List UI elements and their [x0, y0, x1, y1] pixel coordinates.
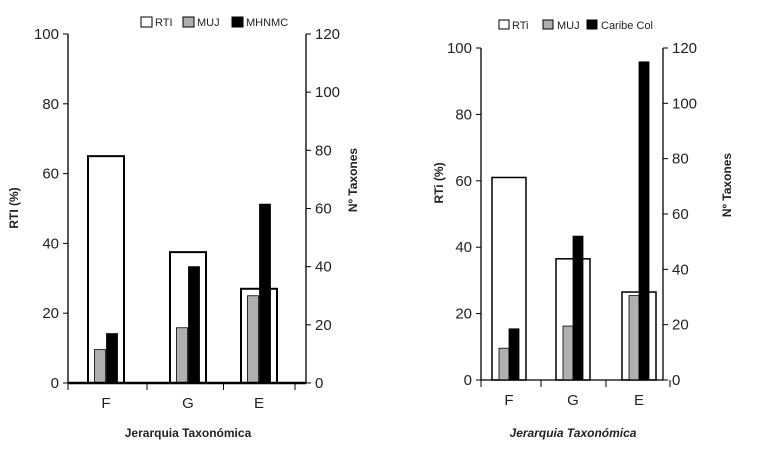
- y-tick-label: 20: [455, 306, 472, 323]
- legend-label-rti: RTi: [512, 20, 529, 32]
- bar-muj-g: [562, 325, 574, 381]
- y-tick-label: 0: [51, 375, 59, 392]
- bar-muj-f: [94, 349, 106, 384]
- legend-label-muj: MUJ: [557, 20, 580, 32]
- bar-rti-f: [87, 155, 125, 384]
- y2-axis-label: Nº Taxones: [720, 153, 734, 218]
- legend: RTi MUJ Caribe Col: [498, 19, 653, 32]
- y2-tick-label: 0: [315, 375, 323, 392]
- bar-rti-e: [240, 287, 278, 384]
- bar-caribe-col-f: [508, 328, 520, 381]
- legend-swatch-rti: [498, 19, 510, 30]
- y2-tick-label: 120: [672, 40, 697, 57]
- bar-rti-g: [169, 251, 207, 384]
- bar-mhnmc-f: [106, 333, 118, 384]
- x-tick-label-g: G: [182, 395, 194, 412]
- bar-caribe-col-e: [638, 61, 650, 381]
- y2-tick-label: 40: [672, 261, 689, 278]
- y-tick-label: 60: [455, 173, 472, 190]
- bar-muj-f: [498, 347, 510, 381]
- y-tick-label: 80: [42, 96, 59, 113]
- y-tick-label: 80: [455, 106, 472, 123]
- legend-label-caribe-col: Caribe Col: [601, 20, 653, 32]
- legend-swatch-muj: [542, 19, 554, 30]
- y2-tick-label: 20: [672, 317, 689, 334]
- y-tick-label: 0: [464, 372, 472, 389]
- y2-tick-label: 60: [672, 206, 689, 223]
- y-tick-label: 100: [34, 26, 59, 43]
- bar-caribe-col-g: [572, 235, 584, 381]
- x-axis-label: Jerarquia Taxonómica: [125, 426, 252, 440]
- y2-tick-label: 40: [315, 259, 332, 276]
- x-tick-label-e: E: [254, 395, 264, 412]
- legend-swatch-muj: [182, 16, 195, 28]
- y-tick-label: 20: [42, 305, 59, 322]
- y-tick-label: 60: [42, 166, 59, 183]
- y-tick-label: 40: [455, 239, 472, 256]
- x-tick-label-e: E: [634, 392, 644, 409]
- x-tick-label-f: F: [504, 392, 513, 409]
- y-tick-label: 100: [447, 40, 472, 57]
- y2-tick-label: 20: [315, 317, 332, 334]
- x-tick-label-g: G: [567, 392, 579, 409]
- bar-muj-e: [628, 295, 640, 381]
- legend-label-rti: RTI: [155, 17, 173, 29]
- y2-tick-label: 100: [672, 95, 697, 112]
- y-tick-label: 40: [42, 235, 59, 252]
- legend-label-muj: MUJ: [197, 17, 220, 29]
- bar-mhnmc-e: [259, 203, 271, 384]
- y2-tick-label: 120: [315, 26, 340, 43]
- chart-left: RTI MUJ MHNMC RTI (%) Nº Taxones Jerarqu…: [7, 16, 360, 440]
- bar-muj-e: [247, 295, 259, 384]
- bar-mhnmc-g: [188, 266, 200, 384]
- y2-tick-label: 80: [315, 142, 332, 159]
- legend-label-mhnmc: MHNMC: [246, 17, 288, 29]
- y2-tick-label: 80: [672, 151, 689, 168]
- y-axis-label: RTI (%): [7, 187, 21, 228]
- legend-swatch-caribe-col: [586, 19, 598, 30]
- bar-muj-g: [176, 327, 188, 384]
- y2-tick-label: 100: [315, 84, 340, 101]
- y2-axis-label: Nº Taxones: [346, 148, 360, 213]
- legend-swatch-rti: [140, 16, 153, 28]
- legend: RTI MUJ MHNMC: [140, 16, 288, 29]
- x-tick-label-f: F: [101, 395, 110, 412]
- x-axis-label: Jerarquia Taxonómica: [510, 426, 637, 440]
- y2-tick-label: 60: [315, 201, 332, 218]
- chart-right: RTi MUJ Caribe Col RTi (%) Nº Taxones Je…: [432, 19, 734, 440]
- legend-swatch-mhnmc: [231, 16, 244, 28]
- y-axis-label: RTi (%): [432, 162, 446, 203]
- y2-tick-label: 0: [672, 372, 680, 389]
